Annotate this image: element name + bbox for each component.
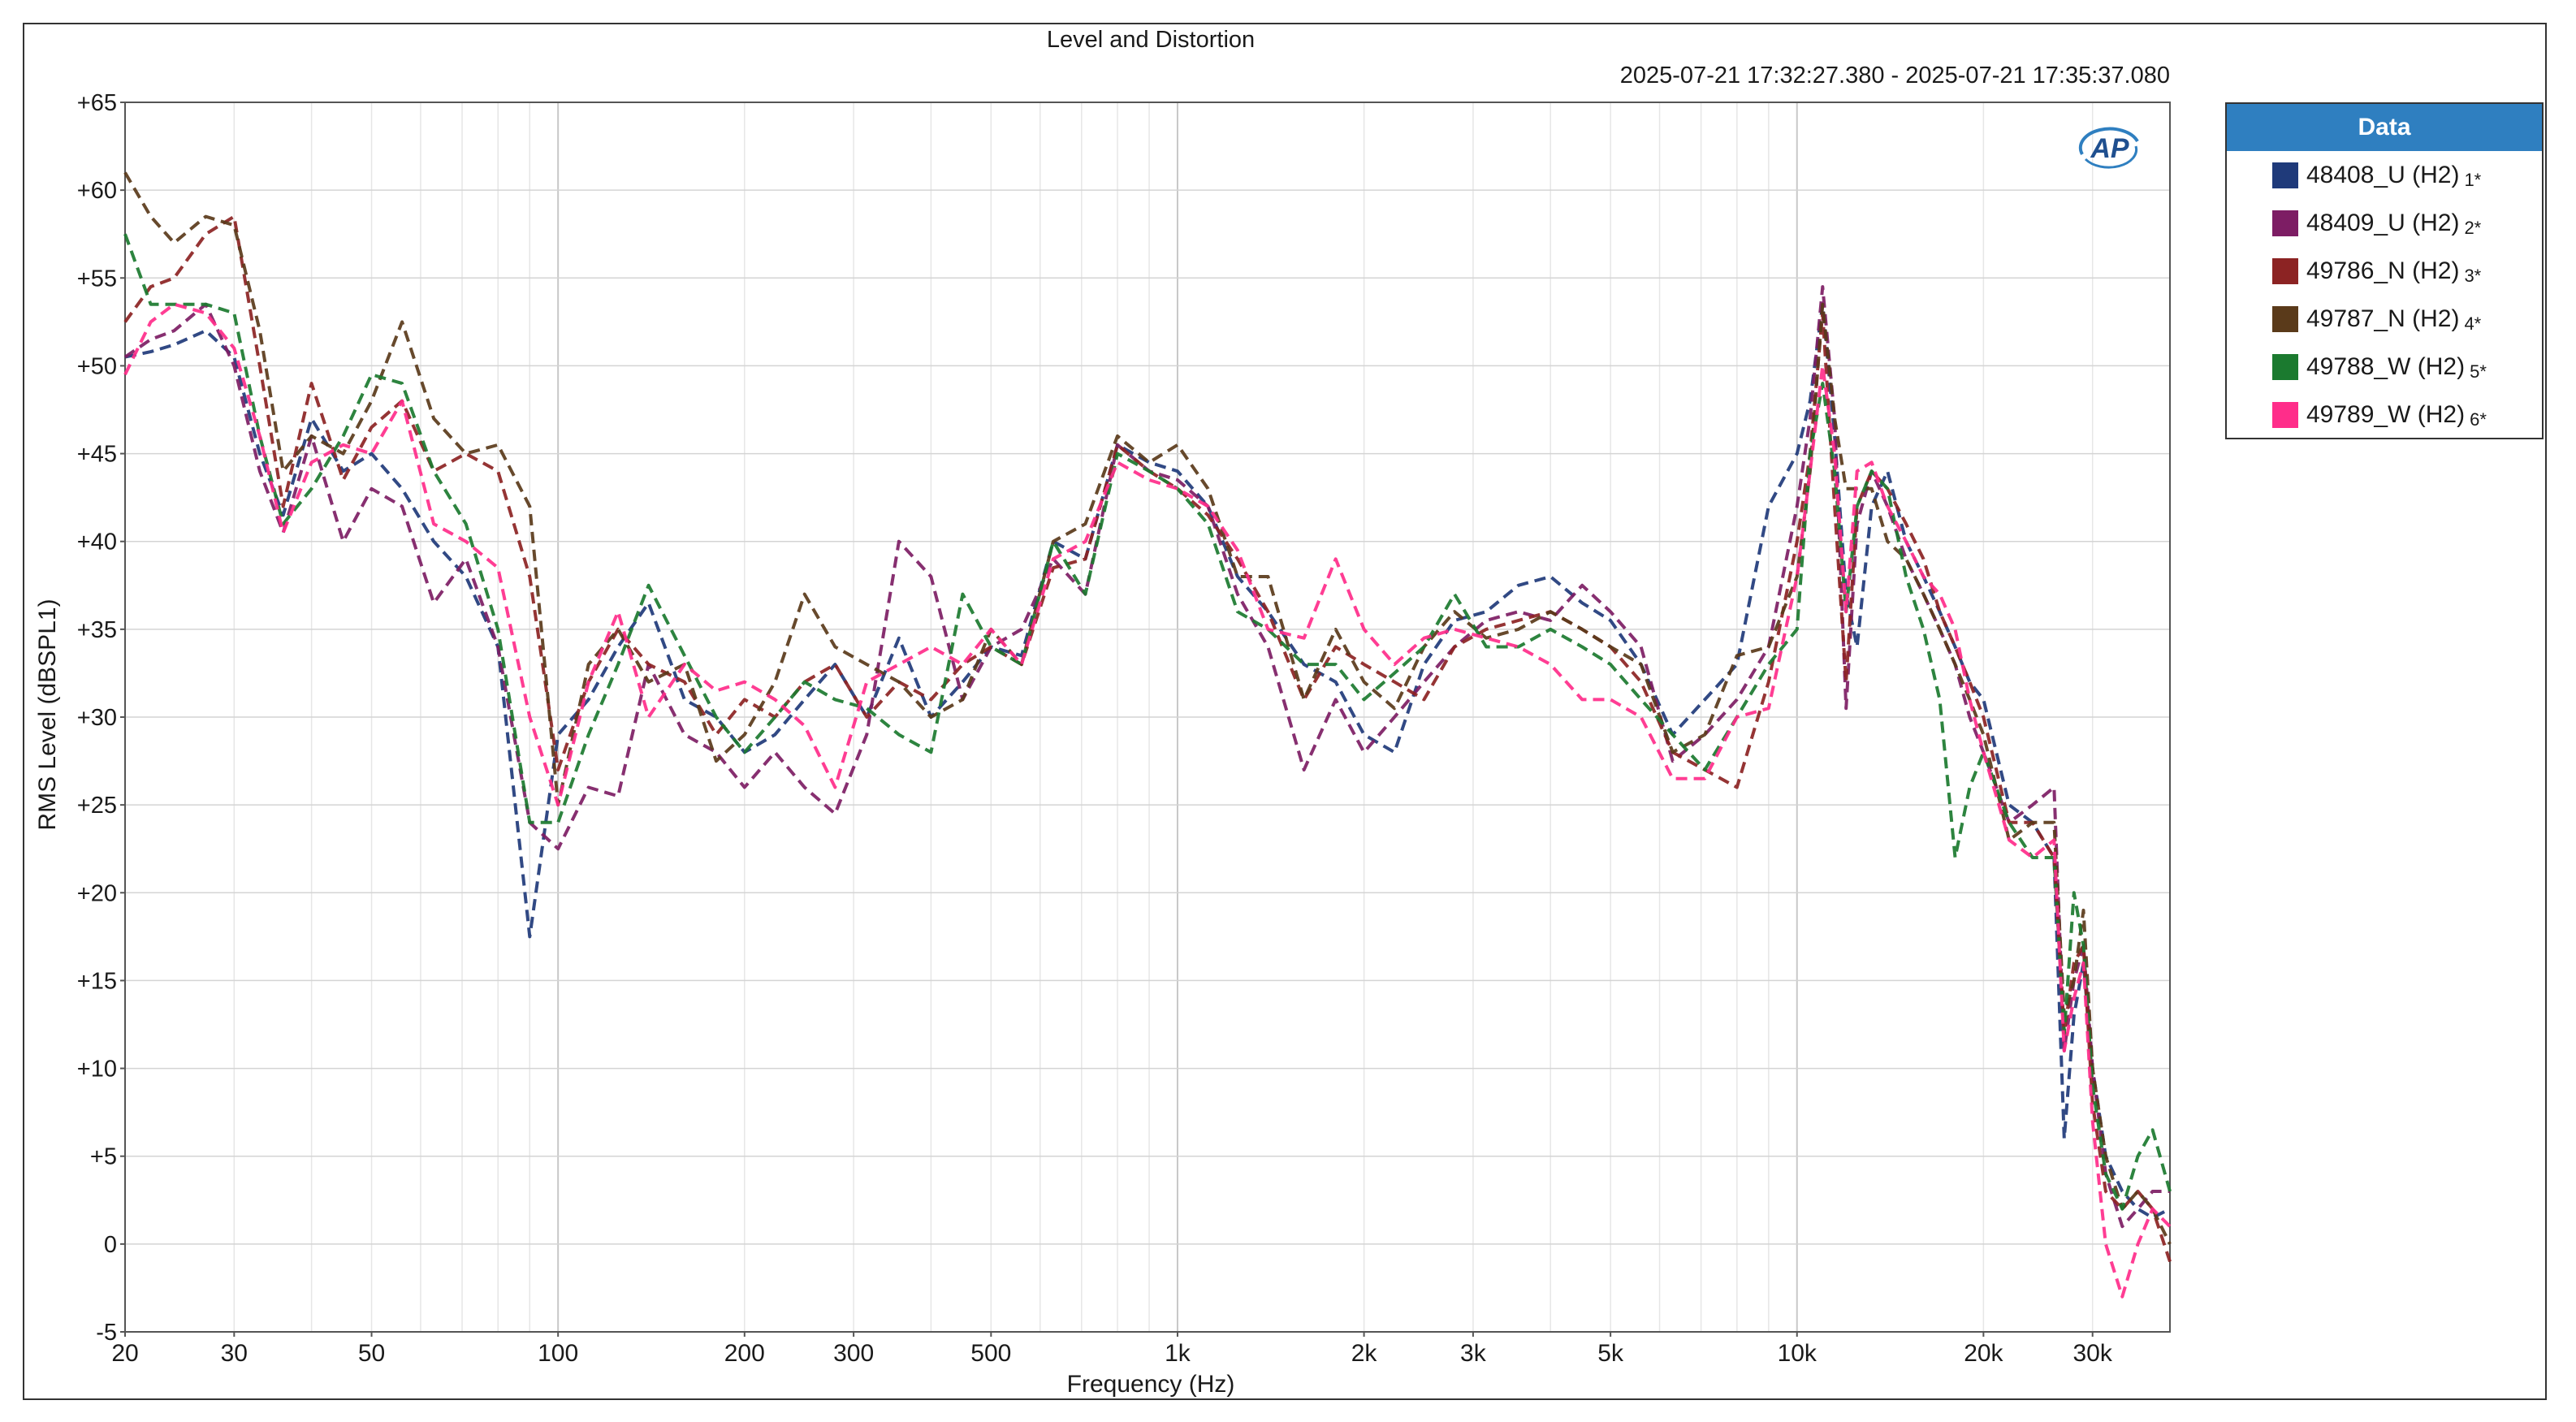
ap-logo-text: AP [2090, 133, 2129, 164]
ap-logo-icon: AP [2076, 122, 2144, 174]
legend-label: 49788_W (H2) [2306, 352, 2466, 380]
legend-swatch [2272, 210, 2298, 236]
series-layer [123, 171, 2172, 1299]
y-tick-label: +20 [77, 880, 117, 906]
chart-subtitle: 2025-07-21 17:32:27.380 - 2025-07-21 17:… [1620, 63, 2170, 89]
y-tick-label: -5 [96, 1320, 117, 1346]
series-line-1 [124, 302, 2171, 1220]
x-tick-label: 500 [970, 1340, 1011, 1367]
x-tick-label: 3k [1460, 1340, 1487, 1367]
legend-swatch [2272, 162, 2298, 188]
legend-label: 49787_N (H2) [2306, 305, 2460, 332]
series-line-2 [123, 285, 2170, 1229]
legend-label: 49786_N (H2) [2306, 257, 2460, 284]
y-tick-label: +30 [77, 705, 117, 731]
y-tick-label: +40 [77, 529, 117, 555]
y-tick-label: +25 [77, 793, 117, 819]
legend-suffix: 4* [2464, 313, 2482, 334]
y-tick-label: +45 [77, 442, 117, 468]
legend-suffix: 1* [2464, 169, 2482, 190]
y-axis-label: RMS Level (dBSPL1) [34, 599, 61, 830]
series-line-3 [123, 214, 2172, 1263]
y-tick-label: +65 [77, 90, 117, 116]
legend: Data 48408_U (H2) 1* 48409_U (H2) 2* 497… [2225, 102, 2544, 439]
legend-suffix: 3* [2464, 265, 2482, 286]
grid [125, 102, 2170, 1333]
x-tick-label: 20k [1964, 1340, 2003, 1367]
x-tick-label: 2k [1351, 1340, 1378, 1367]
x-tick-label: 30k [2073, 1340, 2113, 1367]
legend-item[interactable]: 48408_U (H2) 1* [2227, 151, 2542, 199]
x-tick-label: 200 [724, 1340, 765, 1367]
legend-swatch [2272, 353, 2298, 380]
x-tick-label: 1k [1165, 1340, 1191, 1367]
x-axis-label: Frequency (Hz) [1067, 1371, 1235, 1398]
chart-frame [23, 23, 2547, 1400]
y-tick-label: +50 [77, 353, 117, 379]
x-tick-label: 10k [1778, 1340, 1817, 1367]
legend-item[interactable]: 49789_W (H2) 6* [2227, 391, 2542, 439]
legend-label: 49789_W (H2) [2306, 400, 2466, 428]
x-tick-label: 100 [538, 1340, 578, 1367]
legend-item[interactable]: 49786_N (H2) 3* [2227, 247, 2542, 295]
y-tick-label: +60 [77, 178, 117, 204]
series-line-6 [123, 302, 2172, 1299]
x-tick-label: 50 [358, 1340, 385, 1367]
legend-item[interactable]: 49787_N (H2) 4* [2227, 295, 2542, 343]
y-tick-label: 0 [104, 1232, 117, 1258]
series-line-4 [123, 171, 2172, 1245]
legend-label: 48408_U (H2) [2306, 161, 2460, 188]
legend-label: 48409_U (H2) [2306, 209, 2460, 236]
series-line-5 [123, 233, 2172, 1211]
x-tick-label: 30 [221, 1340, 248, 1367]
legend-item[interactable]: 48409_U (H2) 2* [2227, 199, 2542, 247]
x-tick-label: 20 [111, 1340, 138, 1367]
x-tick-label: 300 [833, 1340, 874, 1367]
legend-swatch [2272, 305, 2298, 332]
y-tick-label: +55 [77, 266, 117, 292]
x-tick-label: 5k [1597, 1340, 1624, 1367]
x-axis: 20 30 50 100 200 300 500 1k 2k 3k 5k 10k 20k 30k [111, 1332, 2113, 1367]
y-tick-label: +5 [90, 1144, 117, 1170]
legend-swatch [2272, 257, 2298, 284]
y-tick-label: +15 [77, 968, 117, 994]
y-tick-label: +35 [77, 617, 117, 643]
legend-suffix: 5* [2470, 361, 2487, 382]
legend-suffix: 2* [2464, 217, 2482, 238]
y-tick-label: +10 [77, 1057, 117, 1083]
legend-item[interactable]: 49788_W (H2) 5* [2227, 343, 2542, 391]
legend-title: Data [2227, 104, 2542, 151]
chart-title: Level and Distortion [1047, 27, 1255, 53]
legend-swatch [2272, 401, 2298, 428]
legend-suffix: 6* [2470, 408, 2487, 430]
y-axis: +65+60+55+50+45+40+35+30+25+20+15+10+50-… [77, 90, 125, 1346]
